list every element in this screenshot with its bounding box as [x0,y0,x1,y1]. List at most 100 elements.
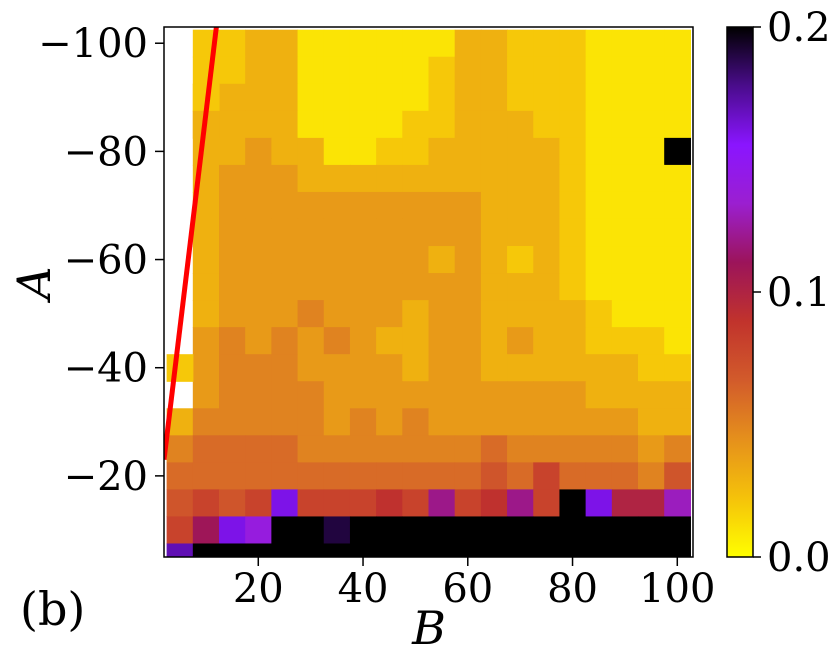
heatmap-cell [559,273,587,301]
heatmap-cell [454,83,482,112]
heatmap-cell [428,300,456,328]
heatmap-cell [192,327,220,355]
heatmap-cell [533,516,561,545]
heatmap-cell [219,191,246,220]
heatmap-cell [507,83,534,112]
heatmap-cell [219,137,246,166]
heatmap-cell [559,246,587,274]
x-tick-label: 80 [547,566,598,612]
heatmap-cell [297,408,325,436]
heatmap-cell [323,327,351,355]
heatmap-cell [402,327,430,355]
heatmap-cell [376,110,403,139]
heatmap-cell [219,543,246,557]
heatmap-cell [638,327,665,355]
heatmap-cell [454,462,482,490]
heatmap-cell [533,164,561,193]
heatmap-cell [192,300,220,328]
heatmap-cell [611,56,639,85]
heatmap-cell [480,29,508,58]
heatmap-cell [507,191,534,220]
heatmap-cell [480,327,508,355]
heatmap-cell [559,191,587,220]
heatmap-cell [559,218,587,247]
heatmap-cell [192,489,220,518]
heatmap-cell [245,408,272,436]
y-tick-label: −20 [64,454,148,500]
heatmap-cell [376,300,403,328]
heatmap-cell [480,300,508,328]
heatmap-cell [271,164,299,193]
heatmap-cell [376,191,403,220]
heatmap-cell [664,164,691,193]
heatmap-cell [454,29,482,58]
heatmap-cell [245,300,272,328]
y-tick-label: −100 [38,21,148,67]
heatmap-cell [323,462,351,490]
heatmap-cell [611,273,639,301]
heatmap-cell [480,246,508,274]
heatmap-cell [533,489,561,518]
colorbar-tick-label: 0.0 [767,535,831,581]
heatmap-cell [376,327,403,355]
heatmap-cell [611,191,639,220]
heatmap-cell [192,218,220,247]
heatmap-cell [245,516,272,545]
heatmap-cell [271,300,299,328]
heatmap-cell [533,462,561,490]
heatmap-cell [480,83,508,112]
heatmap-cell [638,218,665,247]
heatmap-cell [507,354,534,382]
heatmap-cell [219,435,246,463]
heatmap-cell [638,164,665,193]
heatmap-cell [664,56,691,85]
heatmap-cell [349,137,377,166]
heatmap-cell [664,273,691,301]
heatmap-cell [245,246,272,274]
heatmap-cell [454,435,482,463]
heatmap-cell [480,273,508,301]
heatmap-cell [585,489,613,518]
heatmap-cell [166,543,194,557]
heatmap-cell [585,327,613,355]
heatmap-cell [638,354,665,382]
heatmap-cell [559,462,587,490]
heatmap-cell [402,300,430,328]
heatmap-cell [507,327,534,355]
heatmap-cell [323,191,351,220]
heatmap-cell [507,246,534,274]
heatmap-cell [219,29,246,58]
heatmap-cell [297,218,325,247]
heatmap-cell [192,246,220,274]
heatmap-cell [664,29,691,58]
x-tick-label: 100 [639,566,715,612]
heatmap-cell [454,489,482,518]
heatmap-cell [323,408,351,436]
heatmap-cell [428,29,456,58]
heatmap-cell [559,381,587,409]
heatmap-cell [611,137,639,166]
heatmap-cell [271,83,299,112]
heatmap-cell [480,137,508,166]
heatmap-cell [376,435,403,463]
heatmap-cell [585,435,613,463]
heatmap-cell [402,191,430,220]
heatmap-cell [507,218,534,247]
heatmap-cell [323,29,351,58]
heatmap-cell [271,327,299,355]
heatmap-cell [559,435,587,463]
heatmap-cell [323,56,351,85]
heatmap-cell [297,29,325,58]
heatmap-cell [219,110,246,139]
heatmap-cell [638,300,665,328]
heatmap-cell [454,273,482,301]
heatmap-cell [245,56,272,85]
heatmap-cell [297,381,325,409]
heatmap-cell [349,327,377,355]
heatmap-cell [323,246,351,274]
heatmap-cell [585,246,613,274]
heatmap-cell [219,300,246,328]
heatmap-cell [349,300,377,328]
heatmap-cell [585,462,613,490]
heatmap-cell [219,462,246,490]
